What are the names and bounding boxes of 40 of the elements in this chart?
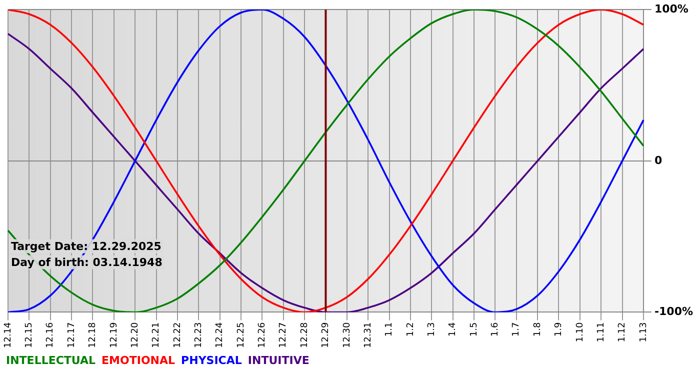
x-tick-label: 1.11 [596,322,606,342]
x-tick-label: 12.15 [24,322,35,348]
x-tick-label: 12.21 [152,322,162,348]
x-tick-label: 1.5 [469,322,480,337]
x-tick-label: 12.20 [130,322,140,348]
x-tick-label: 12.26 [258,322,268,348]
x-tick-label: 1.10 [575,322,586,342]
x-tick-label: 12.17 [66,322,77,348]
x-tick-label: 12.29 [321,322,332,348]
annotation: Day of birth: 03.14.1948 [11,256,162,270]
x-tick-label: 12.27 [278,322,289,348]
x-tick-label: 1.9 [554,322,564,337]
x-tick-label: 12.16 [46,322,56,348]
x-tick-label: 1.7 [512,322,522,337]
x-tick-label: 12.19 [109,322,120,348]
x-tick-label: 1.3 [426,322,437,337]
x-tick-label: 12.23 [194,322,204,348]
y-tick-label: -100% [654,305,694,318]
x-tick-label: 1.12 [618,322,628,342]
x-tick-label: 12.22 [172,322,183,348]
text: PHYSICAL [181,354,242,367]
x-tick-label: 1.4 [448,322,458,337]
x-tick-label: 1.6 [490,322,501,337]
text: EMOTIONAL [102,354,176,367]
x-tick-label: 12.14 [3,322,14,348]
x-tick-label: 1.13 [638,322,649,342]
text: INTELLECTUAL [6,354,96,367]
x-tick-label: 1.8 [532,322,543,337]
x-tick-label: 1.1 [384,322,395,337]
y-tick-label: 0 [654,154,662,167]
x-tick-label: 12.25 [236,322,246,348]
x-tick-label: 12.18 [88,322,98,348]
text: INTUITIVE [248,354,310,367]
x-tick-label: 12.24 [215,322,226,348]
x-tick-label: 1.2 [406,322,416,337]
annotation: Target Date: 12.29.2025 [11,240,162,254]
y-tick-label: 100% [654,2,688,16]
x-tick-label: 12.30 [342,322,352,348]
x-tick-label: 12.31 [363,322,374,348]
x-tick-label: 12.28 [300,322,310,348]
